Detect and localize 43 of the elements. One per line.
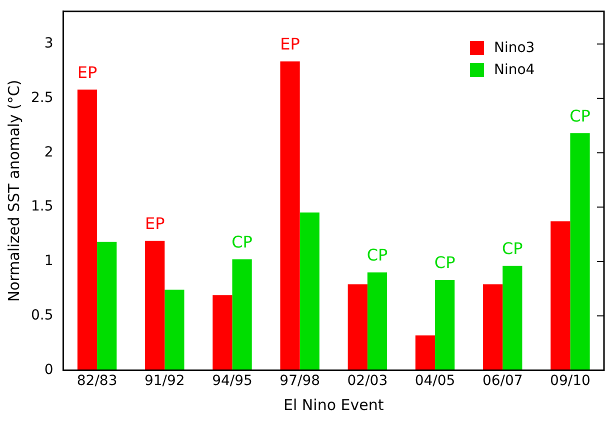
y-axis-title: Normalized SST anomaly (°C) xyxy=(4,80,23,302)
y-tick-label: 0 xyxy=(44,362,54,378)
x-tick-label: 04/05 xyxy=(414,373,456,390)
bar xyxy=(280,61,300,370)
bar xyxy=(212,295,232,370)
x-tick-label: 02/03 xyxy=(347,373,388,390)
y-tick-label: 1.5 xyxy=(31,198,54,215)
y-tick-label: 2 xyxy=(44,144,54,160)
bar xyxy=(483,284,503,370)
bar xyxy=(367,272,388,370)
x-tick-label: 97/98 xyxy=(280,373,320,390)
bar xyxy=(77,90,98,370)
x-tick-label: 06/07 xyxy=(482,373,523,390)
bar xyxy=(145,240,165,370)
bar xyxy=(232,259,252,370)
bar xyxy=(300,212,320,370)
annotation: CP xyxy=(570,106,591,126)
annotation: EP xyxy=(280,34,300,54)
legend-label: Nino4 xyxy=(494,62,535,78)
y-tick-label: 1 xyxy=(44,253,54,270)
annotation: EP xyxy=(144,214,166,233)
y-tick-label: 0.5 xyxy=(31,307,54,324)
bar xyxy=(97,242,117,370)
x-tick-label: 91/92 xyxy=(144,373,185,390)
annotation: CP xyxy=(366,246,388,264)
bar xyxy=(570,133,590,370)
y-tick-label: 2.5 xyxy=(31,90,54,106)
bar xyxy=(415,335,436,370)
annotation: CP xyxy=(502,238,524,258)
x-axis-title: El Nino Event xyxy=(284,396,384,414)
bar xyxy=(435,280,455,370)
bar xyxy=(502,266,522,370)
annotation: CP xyxy=(232,232,253,252)
bar xyxy=(164,290,184,370)
bar xyxy=(348,284,368,370)
x-tick-label: 09/10 xyxy=(550,373,590,390)
x-tick-label: 94/95 xyxy=(212,373,252,390)
annotation: EP xyxy=(77,62,98,82)
legend-label: Nino3 xyxy=(494,40,535,56)
y-tick-label: 3 xyxy=(44,36,54,52)
x-tick-label: 82/83 xyxy=(76,373,118,390)
annotation: CP xyxy=(434,253,456,272)
bar xyxy=(550,221,570,370)
